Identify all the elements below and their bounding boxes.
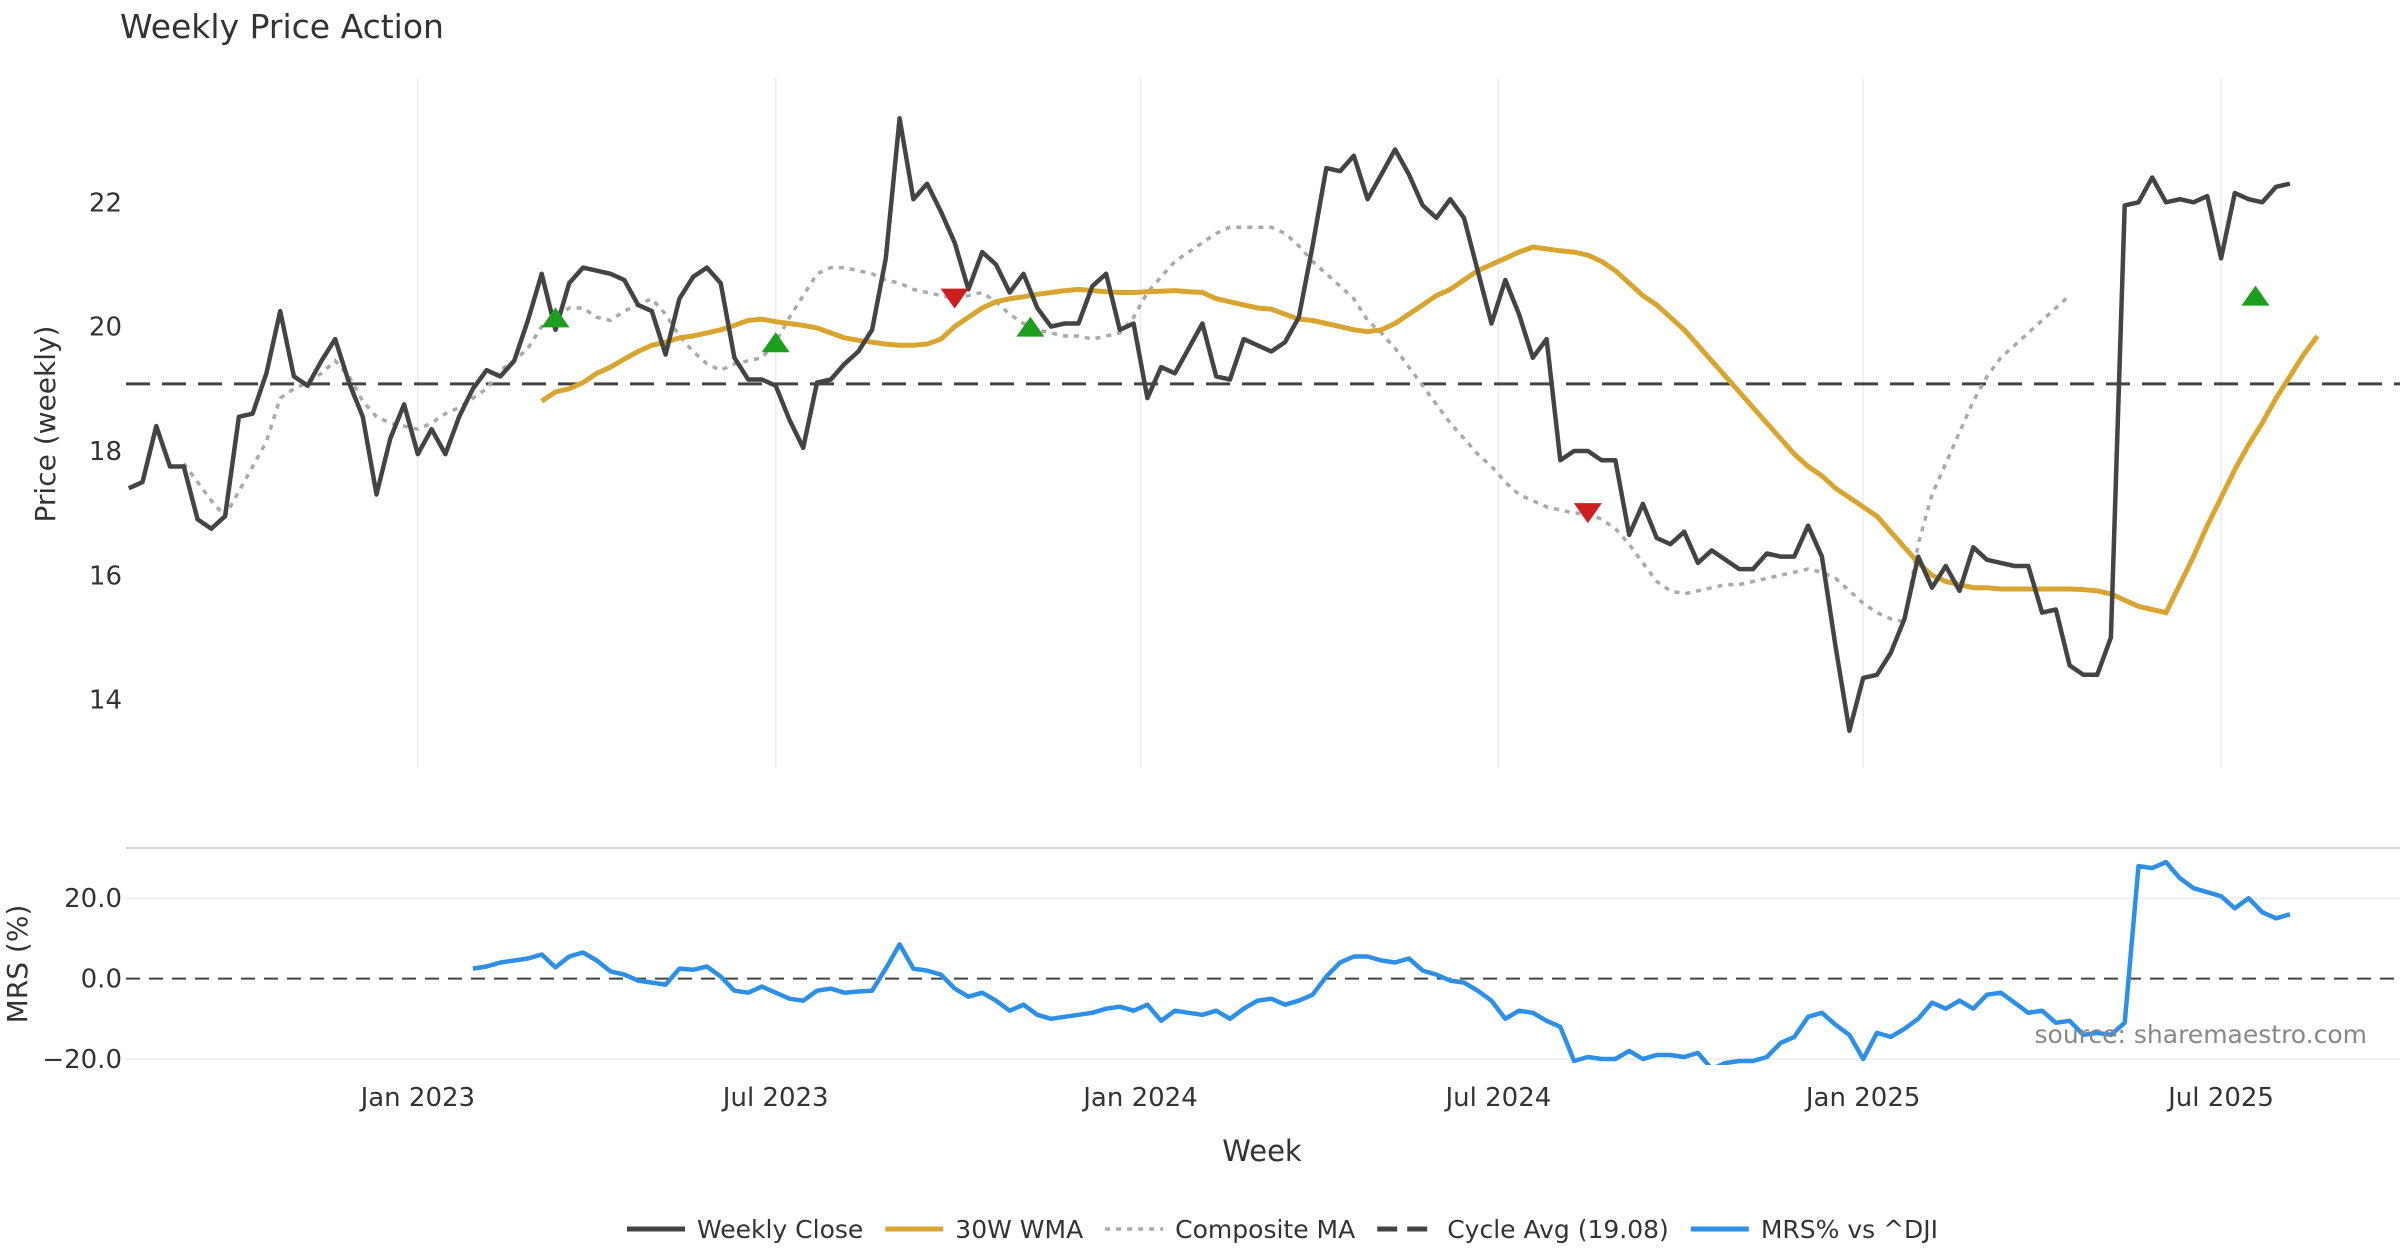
source-note: source: sharemaestro.com [2035,1020,2368,1049]
legend-item: MRS% vs ^DJI [1690,1215,1938,1244]
mrs-y-tick-label: 20.0 [64,884,122,914]
legend-label: MRS% vs ^DJI [1761,1215,1938,1244]
mrs-line [472,859,2291,1065]
x-axis-label: Week [1222,1134,1302,1168]
mrs-y-tick-label: 0.0 [81,965,122,995]
buy-signal-marker [541,307,570,328]
sell-signal-marker [1573,503,1602,524]
signal-markers [541,285,2270,524]
price-y-tick-label: 22 [89,188,122,218]
price-y-tick-label: 20 [89,313,122,343]
sell-signal-marker [940,288,969,309]
composite-ma-line [182,225,2071,625]
mrs-y-axis-label: MRS (%) [1,905,34,1024]
wma-30w-line [540,244,2320,616]
legend-label: Weekly Close [697,1215,863,1244]
x-tick-label: Jan 2025 [1804,1083,1921,1113]
x-axis-ticks: Jan 2023 Jul 2023 Jan 2024 Jul 2024 Jan 2025… [359,1083,2274,1113]
price-y-axis-label: Price (weekly) [29,326,62,523]
buy-signal-marker [2241,285,2270,306]
x-tick-label: Jul 2025 [2166,1083,2274,1113]
x-tick-label: Jul 2023 [721,1083,829,1113]
x-tick-label: Jul 2024 [1443,1083,1551,1113]
legend-item: 30W WMA [885,1215,1083,1244]
buy-signal-marker [1016,316,1045,337]
legend-item: Cycle Avg (19.08) [1377,1215,1669,1244]
price-gridlines [417,78,2222,768]
mrs-y-ticks: 20.0 0.0 −20.0 [42,884,122,1075]
chart-title: Weekly Price Action [120,7,444,46]
legend-item: Weekly Close [627,1215,863,1244]
legend-item: Composite MA [1105,1215,1355,1244]
price-y-ticks: 14 16 18 20 22 [89,188,122,715]
x-tick-label: Jan 2024 [1081,1083,1198,1113]
x-tick-label: Jan 2023 [359,1083,476,1113]
mrs-y-tick-label: −20.0 [42,1045,122,1075]
legend: Weekly Close 30W WMA Composite MA Cycle Avg… [627,1215,1938,1244]
legend-label: 30W WMA [955,1215,1083,1244]
legend-label: Composite MA [1175,1215,1355,1244]
price-y-tick-label: 18 [89,437,122,467]
weekly-close-line [127,116,2291,733]
price-y-tick-label: 14 [89,686,122,716]
legend-label: Cycle Avg (19.08) [1447,1215,1669,1244]
price-y-tick-label: 16 [89,561,122,591]
buy-signal-marker [761,332,790,353]
mrs-gridlines [126,897,2400,1060]
